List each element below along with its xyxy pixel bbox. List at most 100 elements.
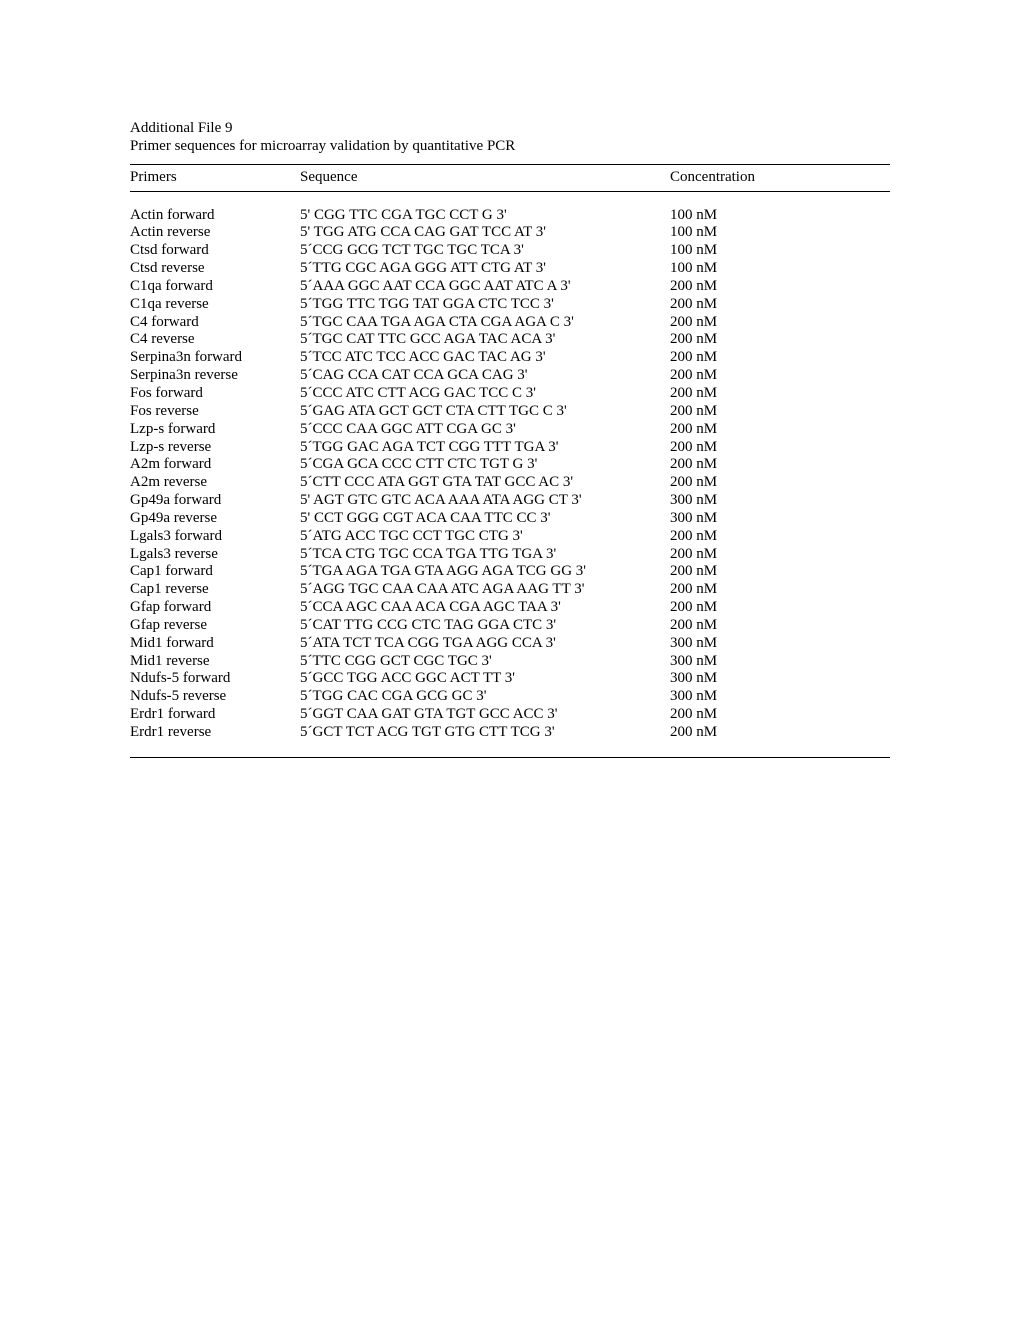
table-row: A2m reverse5´CTT CCC ATA GGT GTA TAT GCC… <box>130 474 890 492</box>
table-row: Mid1 reverse5´TTC CGG GCT CGC TGC 3'300 … <box>130 653 890 671</box>
header-sequence: Sequence <box>300 169 670 187</box>
cell-primer: Ndufs-5 forward <box>130 670 300 688</box>
table-row: Ndufs-5 reverse5´TGG CAC CGA GCG GC 3'30… <box>130 688 890 706</box>
cell-primer: Mid1 reverse <box>130 653 300 671</box>
cell-primer: Erdr1 reverse <box>130 724 300 742</box>
table-row: C1qa reverse5´TGG TTC TGG TAT GGA CTC TC… <box>130 296 890 314</box>
cell-primer: C1qa reverse <box>130 296 300 314</box>
cell-concentration: 300 nM <box>670 492 890 510</box>
cell-concentration: 200 nM <box>670 724 890 742</box>
cell-sequence: 5´TTC CGG GCT CGC TGC 3' <box>300 653 670 671</box>
table-row: Ndufs-5 forward5´GCC TGG ACC GGC ACT TT … <box>130 670 890 688</box>
cell-primer: Ndufs-5 reverse <box>130 688 300 706</box>
cell-sequence: 5´AAA GGC AAT CCA GGC AAT ATC A 3' <box>300 278 670 296</box>
table-row: Mid1 forward5´ATA TCT TCA CGG TGA AGG CC… <box>130 635 890 653</box>
table-row: C4 forward5´TGC CAA TGA AGA CTA CGA AGA … <box>130 314 890 332</box>
cell-sequence: 5´ATA TCT TCA CGG TGA AGG CCA 3' <box>300 635 670 653</box>
cell-concentration: 300 nM <box>670 510 890 528</box>
table-row: C4 reverse5´TGC CAT TTC GCC AGA TAC ACA … <box>130 331 890 349</box>
cell-primer: Lgals3 reverse <box>130 546 300 564</box>
cell-sequence: 5´TCC ATC TCC ACC GAC TAC AG 3' <box>300 349 670 367</box>
cell-concentration: 200 nM <box>670 403 890 421</box>
file-subtitle: Primer sequences for microarray validati… <box>130 138 890 156</box>
cell-primer: A2m forward <box>130 456 300 474</box>
cell-sequence: 5´GGT CAA GAT GTA TGT GCC ACC 3' <box>300 706 670 724</box>
cell-sequence: 5´CAG CCA CAT CCA GCA CAG 3' <box>300 367 670 385</box>
cell-sequence: 5' CGG TTC CGA TGC CCT G 3' <box>300 207 670 225</box>
cell-sequence: 5´TGC CAA TGA AGA CTA CGA AGA C 3' <box>300 314 670 332</box>
table-row: Fos reverse5´GAG ATA GCT GCT CTA CTT TGC… <box>130 403 890 421</box>
cell-concentration: 200 nM <box>670 349 890 367</box>
heading-block: Additional File 9 Primer sequences for m… <box>130 120 890 156</box>
cell-concentration: 100 nM <box>670 207 890 225</box>
table-row: A2m forward5´CGA GCA CCC CTT CTC TGT G 3… <box>130 456 890 474</box>
cell-concentration: 200 nM <box>670 599 890 617</box>
table-row: Ctsd forward5´CCG GCG TCT TGC TGC TCA 3'… <box>130 242 890 260</box>
cell-primer: Fos reverse <box>130 403 300 421</box>
cell-concentration: 200 nM <box>670 385 890 403</box>
cell-concentration: 200 nM <box>670 581 890 599</box>
cell-sequence: 5' TGG ATG CCA CAG GAT TCC AT 3' <box>300 224 670 242</box>
cell-primer: Erdr1 forward <box>130 706 300 724</box>
cell-concentration: 200 nM <box>670 546 890 564</box>
cell-sequence: 5´TTG CGC AGA GGG ATT CTG AT 3' <box>300 260 670 278</box>
cell-concentration: 100 nM <box>670 242 890 260</box>
cell-concentration: 200 nM <box>670 563 890 581</box>
table-row: Serpina3n reverse5´CAG CCA CAT CCA GCA C… <box>130 367 890 385</box>
cell-sequence: 5´CCA AGC CAA ACA CGA AGC TAA 3' <box>300 599 670 617</box>
cell-sequence: 5´TGG TTC TGG TAT GGA CTC TCC 3' <box>300 296 670 314</box>
cell-sequence: 5´GAG ATA GCT GCT CTA CTT TGC C 3' <box>300 403 670 421</box>
file-title: Additional File 9 <box>130 120 890 138</box>
table-row: Lzp-s reverse5´TGG GAC AGA TCT CGG TTT T… <box>130 439 890 457</box>
table-row: Cap1 forward5´TGA AGA TGA GTA AGG AGA TC… <box>130 563 890 581</box>
table-row: Actin reverse5' TGG ATG CCA CAG GAT TCC … <box>130 224 890 242</box>
table-row: Actin forward5' CGG TTC CGA TGC CCT G 3'… <box>130 207 890 225</box>
table-row: Gfap forward5´CCA AGC CAA ACA CGA AGC TA… <box>130 599 890 617</box>
cell-sequence: 5´CCC ATC CTT ACG GAC TCC C 3' <box>300 385 670 403</box>
cell-primer: Ctsd forward <box>130 242 300 260</box>
cell-primer: A2m reverse <box>130 474 300 492</box>
table-row: Cap1 reverse5´AGG TGC CAA CAA ATC AGA AA… <box>130 581 890 599</box>
cell-sequence: 5´TGC CAT TTC GCC AGA TAC ACA 3' <box>300 331 670 349</box>
cell-sequence: 5´TGA AGA TGA GTA AGG AGA TCG GG 3' <box>300 563 670 581</box>
cell-primer: Lzp-s forward <box>130 421 300 439</box>
cell-sequence: 5´CCC CAA GGC ATT CGA GC 3' <box>300 421 670 439</box>
cell-sequence: 5´TGG GAC AGA TCT CGG TTT TGA 3' <box>300 439 670 457</box>
cell-sequence: 5´CAT TTG CCG CTC TAG GGA CTC 3' <box>300 617 670 635</box>
cell-concentration: 200 nM <box>670 528 890 546</box>
cell-concentration: 200 nM <box>670 296 890 314</box>
cell-primer: Serpina3n forward <box>130 349 300 367</box>
table-row: Ctsd reverse5´TTG CGC AGA GGG ATT CTG AT… <box>130 260 890 278</box>
cell-sequence: 5´CGA GCA CCC CTT CTC TGT G 3' <box>300 456 670 474</box>
cell-concentration: 200 nM <box>670 706 890 724</box>
cell-sequence: 5´CTT CCC ATA GGT GTA TAT GCC AC 3' <box>300 474 670 492</box>
table-row: Lgals3 reverse5´TCA CTG TGC CCA TGA TTG … <box>130 546 890 564</box>
table-row: Gfap reverse5´CAT TTG CCG CTC TAG GGA CT… <box>130 617 890 635</box>
table-row: Lgals3 forward5´ATG ACC TGC CCT TGC CTG … <box>130 528 890 546</box>
cell-concentration: 300 nM <box>670 688 890 706</box>
cell-concentration: 200 nM <box>670 456 890 474</box>
cell-concentration: 200 nM <box>670 421 890 439</box>
cell-sequence: 5´GCT TCT ACG TGT GTG CTT TCG 3' <box>300 724 670 742</box>
cell-sequence: 5´CCG GCG TCT TGC TGC TCA 3' <box>300 242 670 260</box>
table-row: Fos forward5´CCC ATC CTT ACG GAC TCC C 3… <box>130 385 890 403</box>
cell-sequence: 5´TCA CTG TGC CCA TGA TTG TGA 3' <box>300 546 670 564</box>
table-row: Serpina3n forward5´TCC ATC TCC ACC GAC T… <box>130 349 890 367</box>
cell-concentration: 100 nM <box>670 260 890 278</box>
cell-concentration: 200 nM <box>670 278 890 296</box>
cell-primer: Gp49a forward <box>130 492 300 510</box>
cell-concentration: 200 nM <box>670 367 890 385</box>
cell-primer: Cap1 forward <box>130 563 300 581</box>
cell-concentration: 300 nM <box>670 635 890 653</box>
cell-primer: Lgals3 forward <box>130 528 300 546</box>
cell-sequence: 5' CCT GGG CGT ACA CAA TTC CC 3' <box>300 510 670 528</box>
cell-primer: Mid1 forward <box>130 635 300 653</box>
cell-sequence: 5´ATG ACC TGC CCT TGC CTG 3' <box>300 528 670 546</box>
cell-primer: C4 forward <box>130 314 300 332</box>
table-header-row: Primers Sequence Concentration <box>130 165 890 192</box>
cell-primer: C1qa forward <box>130 278 300 296</box>
cell-concentration: 200 nM <box>670 474 890 492</box>
cell-primer: Gp49a reverse <box>130 510 300 528</box>
cell-sequence: 5´AGG TGC CAA CAA ATC AGA AAG TT 3' <box>300 581 670 599</box>
cell-concentration: 200 nM <box>670 314 890 332</box>
